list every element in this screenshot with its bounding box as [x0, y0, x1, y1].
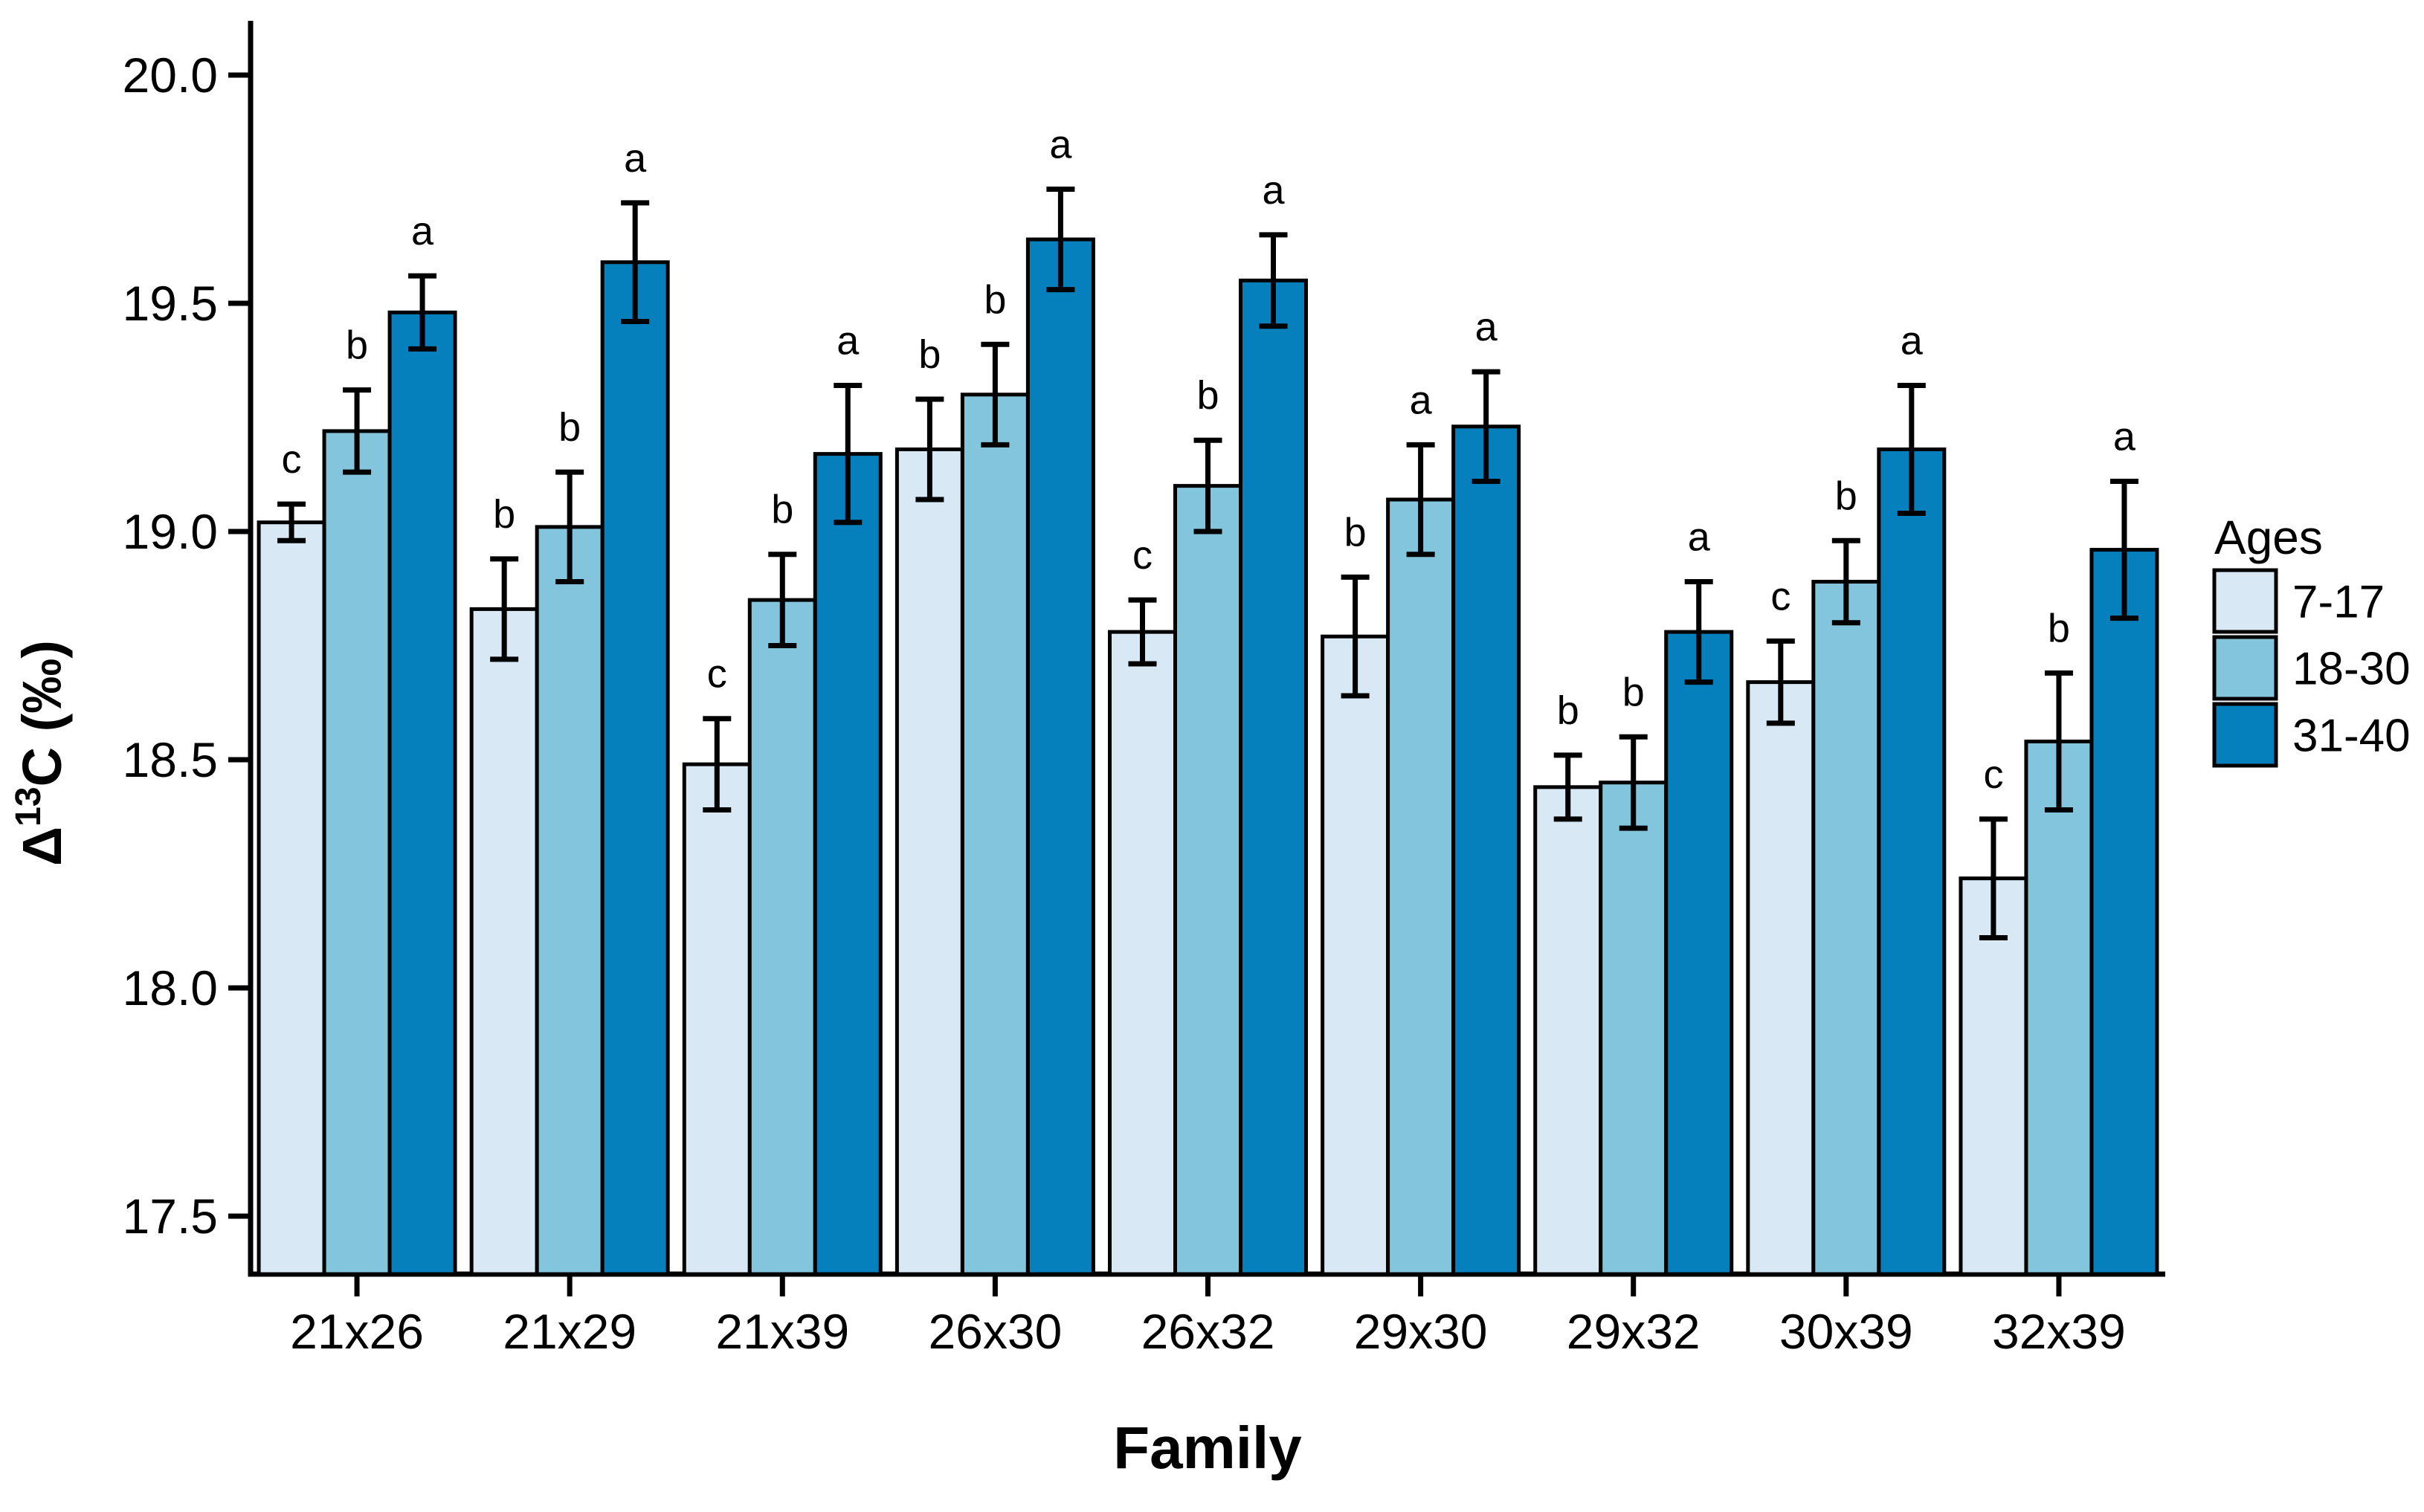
bar-18-30-21x26 — [322, 429, 392, 1276]
y-tick-label: 19.5 — [123, 276, 218, 331]
legend-title: Ages — [2214, 511, 2323, 564]
significance-letter: a — [1475, 305, 1498, 349]
significance-letter: b — [558, 405, 581, 450]
x-tick-label: 26x32 — [1141, 1304, 1275, 1359]
significance-letter: b — [2048, 606, 2070, 650]
significance-letter: c — [1983, 752, 2003, 797]
significance-letter: a — [1262, 168, 1285, 213]
bar-7-17-26x30 — [895, 447, 964, 1276]
significance-letter: b — [1196, 373, 1219, 418]
y-axis-title: Δ13C (‰) — [9, 640, 73, 866]
significance-letter: c — [1770, 574, 1790, 618]
bar-7-17-26x32 — [1108, 630, 1177, 1276]
bar-31-40-26x32 — [1239, 278, 1308, 1276]
legend-swatch-18-30 — [2212, 635, 2278, 701]
x-tick-label: 29x30 — [1354, 1304, 1488, 1359]
bar-18-30-29x32 — [1599, 781, 1669, 1276]
x-tick-label: 21x26 — [290, 1304, 424, 1359]
legend-swatch-31-40 — [2212, 702, 2278, 768]
significance-letter: a — [411, 209, 434, 253]
x-tick-label: 29x32 — [1567, 1304, 1701, 1359]
significance-letter: a — [1688, 515, 1711, 560]
significance-letter: b — [1344, 510, 1367, 555]
significance-letter: a — [624, 136, 647, 181]
significance-letter: b — [1557, 688, 1579, 733]
bar-18-30-30x39 — [1811, 580, 1881, 1276]
significance-letter: b — [346, 323, 368, 368]
x-tick-label: 21x39 — [715, 1304, 849, 1359]
x-tick-label: 30x39 — [1779, 1304, 1913, 1359]
bar-31-40-21x26 — [387, 310, 457, 1276]
legend-label-7-17: 7-17 — [2292, 577, 2385, 628]
significance-letter: a — [1049, 123, 1072, 167]
bar-31-40-32x39 — [2089, 548, 2159, 1276]
legend-label-31-40: 31-40 — [2292, 711, 2411, 762]
bar-31-40-21x39 — [813, 452, 883, 1276]
bar-7-17-21x26 — [257, 520, 326, 1276]
bar-18-30-21x39 — [747, 598, 817, 1276]
bar-31-40-26x30 — [1025, 237, 1095, 1276]
x-axis-title: Family — [1113, 1415, 1302, 1481]
significance-letter: b — [918, 332, 941, 377]
significance-letter: b — [984, 277, 1006, 322]
y-tick-label: 18.5 — [123, 732, 218, 787]
x-tick-label: 32x39 — [1992, 1304, 2126, 1359]
y-tick-label: 18.0 — [123, 960, 218, 1015]
bar-18-30-21x29 — [535, 525, 605, 1276]
y-tick-label: 17.5 — [123, 1189, 218, 1244]
significance-letter: c — [707, 652, 727, 697]
legend-label-18-30: 18-30 — [2292, 644, 2411, 695]
bar-18-30-29x30 — [1386, 497, 1456, 1276]
x-tick-label: 21x29 — [503, 1304, 636, 1359]
bar-31-40-30x39 — [1877, 447, 1947, 1276]
bar-18-30-26x30 — [960, 392, 1030, 1276]
bar-18-30-32x39 — [2024, 739, 2094, 1276]
legend-swatch-7-17 — [2212, 568, 2278, 634]
significance-letter: c — [1132, 533, 1153, 578]
significance-letter: a — [2113, 414, 2136, 459]
significance-letter: b — [1835, 474, 1857, 518]
bar-7-17-30x39 — [1746, 680, 1816, 1276]
bar-31-40-29x32 — [1664, 630, 1734, 1276]
significance-letter: a — [1901, 319, 1924, 364]
significance-letter: b — [771, 488, 793, 532]
significance-letter: b — [493, 492, 515, 537]
bar-31-40-29x30 — [1451, 424, 1521, 1276]
bar-18-30-26x32 — [1173, 484, 1242, 1276]
bar-7-17-29x30 — [1321, 634, 1390, 1276]
bar-31-40-21x29 — [600, 260, 670, 1276]
significance-letter: b — [1622, 670, 1645, 714]
y-tick-label: 20.0 — [123, 48, 218, 103]
x-tick-label: 26x30 — [928, 1304, 1062, 1359]
significance-letter: a — [1410, 378, 1433, 422]
bar-7-17-21x39 — [682, 762, 752, 1276]
y-tick-label: 19.0 — [123, 504, 218, 559]
bar-7-17-29x32 — [1533, 785, 1603, 1276]
bar-7-17-21x29 — [469, 607, 539, 1276]
significance-letter: a — [837, 319, 860, 364]
significance-letter: c — [282, 437, 302, 482]
